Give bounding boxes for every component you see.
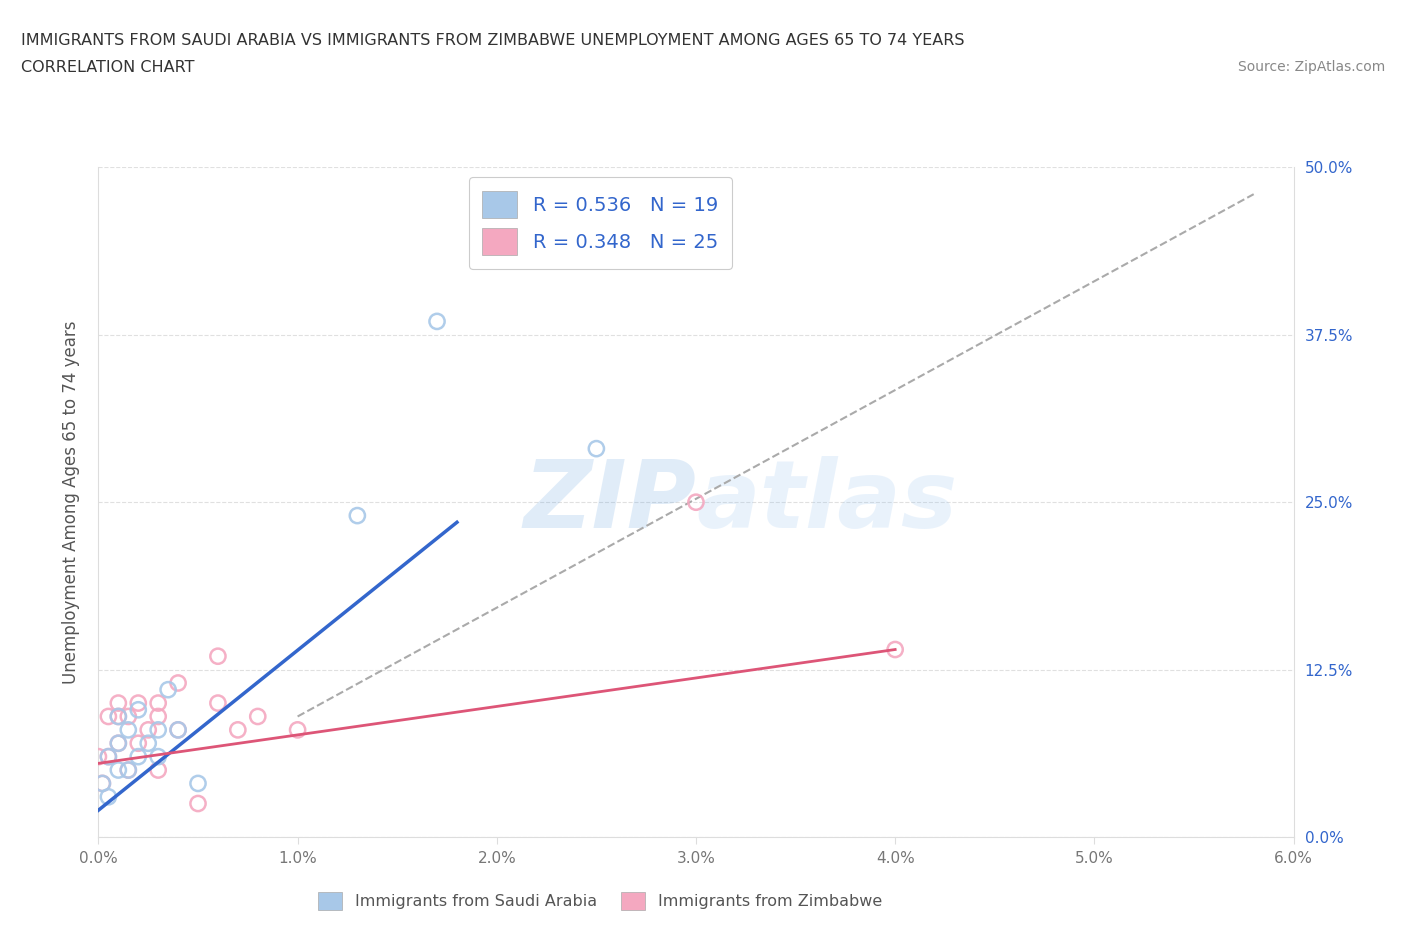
Legend: Immigrants from Saudi Arabia, Immigrants from Zimbabwe: Immigrants from Saudi Arabia, Immigrants… (312, 886, 889, 916)
Point (87, 750, 110, 764)
Text: IMMIGRANTS FROM SAUDI ARABIA VS IMMIGRANTS FROM ZIMBABWE UNEMPLOYMENT AMONG AGES: IMMIGRANTS FROM SAUDI ARABIA VS IMMIGRAN… (21, 33, 965, 47)
Point (107, 709, 129, 724)
Point (127, 750, 149, 764)
Text: atlas: atlas (696, 457, 957, 548)
Point (148, 750, 170, 764)
Text: CORRELATION CHART: CORRELATION CHART (21, 60, 194, 75)
Point (148, 723, 170, 737)
Point (287, 723, 309, 737)
Point (117, 709, 139, 724)
Point (426, 314, 449, 329)
Point (117, 723, 139, 737)
Point (148, 696, 170, 711)
Point (167, 675, 190, 690)
Point (207, 696, 229, 711)
Point (97, 750, 120, 764)
Point (97, 790, 120, 804)
Point (148, 763, 170, 777)
Point (187, 776, 209, 790)
Point (107, 696, 129, 711)
Point (187, 796, 209, 811)
Point (117, 763, 139, 777)
Point (91, 776, 114, 790)
Point (685, 495, 707, 510)
Point (148, 709, 170, 724)
Point (107, 736, 129, 751)
Point (107, 736, 129, 751)
Point (167, 723, 190, 737)
Point (107, 763, 129, 777)
Point (207, 649, 229, 664)
Point (91, 776, 114, 790)
Point (136, 736, 159, 751)
Point (226, 723, 249, 737)
Point (127, 736, 149, 751)
Point (136, 723, 159, 737)
Text: Source: ZipAtlas.com: Source: ZipAtlas.com (1237, 60, 1385, 74)
Point (97, 750, 120, 764)
Point (346, 508, 368, 523)
Point (167, 723, 190, 737)
Point (157, 683, 180, 698)
Point (127, 696, 149, 711)
Point (97, 709, 120, 724)
Point (117, 763, 139, 777)
Point (107, 709, 129, 724)
Text: ZIP: ZIP (523, 457, 696, 548)
Point (585, 441, 607, 456)
Y-axis label: Unemployment Among Ages 65 to 74 years: Unemployment Among Ages 65 to 74 years (62, 321, 80, 684)
Point (884, 642, 907, 657)
Point (127, 702, 149, 717)
Point (246, 709, 269, 724)
